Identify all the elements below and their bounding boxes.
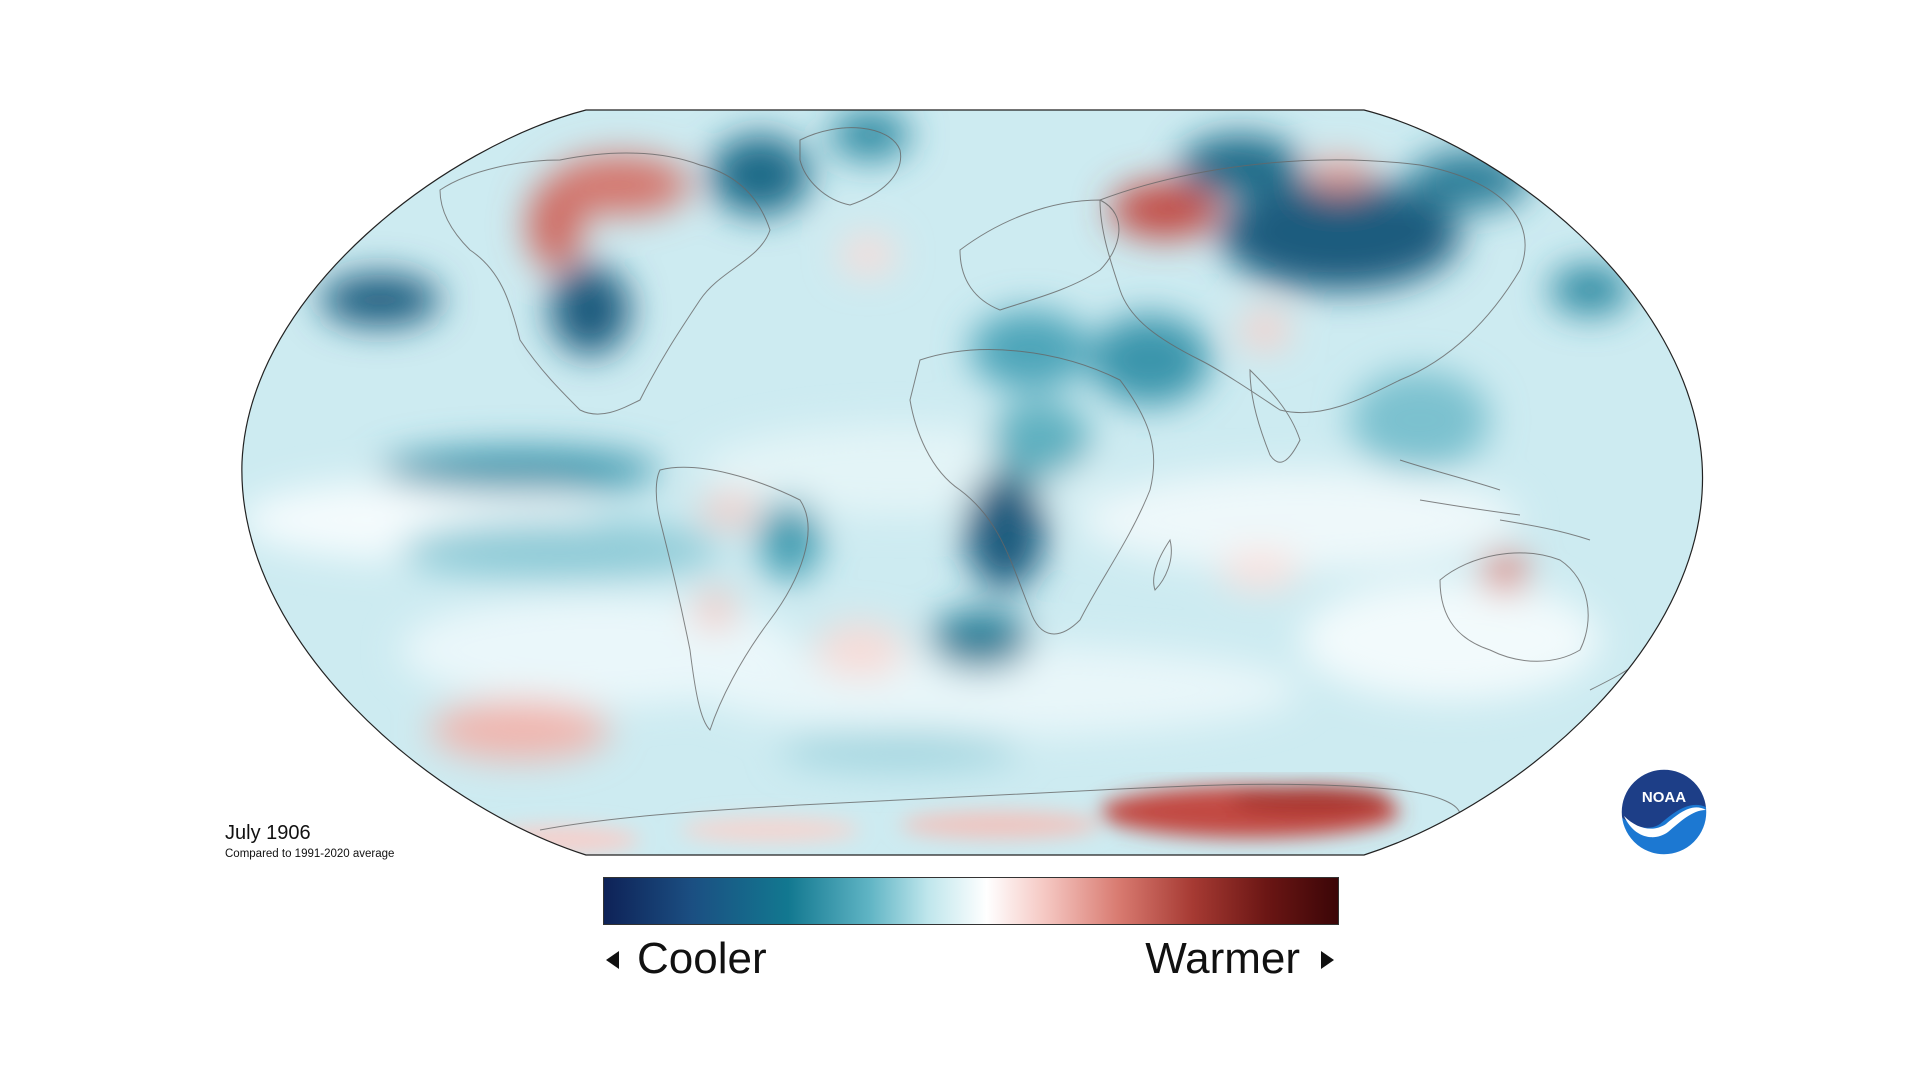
warmer-arrow-icon [1321, 951, 1334, 969]
warmer-label: Warmer [1145, 934, 1300, 983]
anomaly-field [241, 110, 1703, 855]
cooler-label: Cooler [637, 934, 767, 983]
noaa-logo-text: NOAA [1642, 789, 1686, 806]
cooler-arrow-icon [606, 951, 619, 969]
map-outline [241, 109, 1704, 856]
map-date-label: July 1906 [225, 822, 311, 844]
noaa-logo: NOAA [1620, 768, 1708, 856]
coastlines [439, 127, 1641, 831]
comparison-label: Compared to 1991-2020 average [225, 848, 395, 860]
color-scale-bar [603, 877, 1339, 925]
